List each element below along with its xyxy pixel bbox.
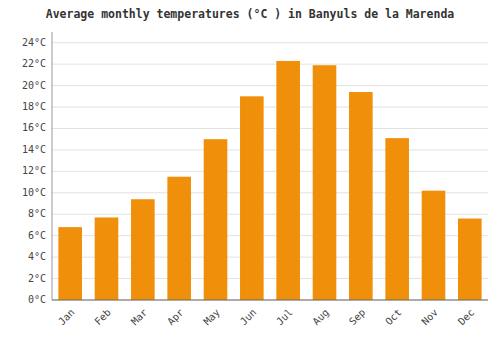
y-tick-label: 18°C [22, 101, 46, 112]
bar [95, 217, 119, 300]
y-tick-label: 20°C [22, 80, 46, 91]
chart-svg: 0°C 2°C 4°C 6°C 8°C 10°C 12°C 14°C 16°C 18°C 20°C 2… [0, 0, 500, 350]
x-tick-label: Mar [129, 307, 150, 328]
x-tick-label: Jan [56, 307, 77, 328]
y-tick-label: 14°C [22, 144, 46, 155]
bar [240, 96, 264, 300]
x-tick-labels: Jan Feb Mar Apr May Jun Jul Aug Sep Oct Nov Dec [56, 307, 476, 328]
y-tick-label: 8°C [28, 208, 46, 219]
y-tick-label: 2°C [28, 273, 46, 284]
bar [276, 61, 300, 300]
y-tick-label: 6°C [28, 230, 46, 241]
x-tick-label: Jul [274, 307, 295, 328]
x-tick-label: Oct [383, 307, 404, 328]
y-tick-labels: 0°C 2°C 4°C 6°C 8°C 10°C 12°C 14°C 16°C 18°C 20°C 2… [22, 37, 46, 305]
x-tick-label: May [201, 307, 222, 328]
bar [422, 191, 446, 300]
y-tick-label: 22°C [22, 58, 46, 69]
grid-line [52, 42, 488, 43]
bars [58, 61, 481, 300]
y-tick-label: 4°C [28, 251, 46, 262]
bar [131, 199, 155, 300]
grid-line [52, 300, 488, 301]
chart-container: 0°C 2°C 4°C 6°C 8°C 10°C 12°C 14°C 16°C 18°C 20°C 2… [0, 0, 500, 350]
grid-line [52, 64, 488, 65]
grid-line [52, 128, 488, 129]
grid-line [52, 149, 488, 150]
x-tick-label: Jun [238, 307, 259, 328]
y-tick-label: 24°C [22, 37, 46, 48]
x-tick-label: Sep [347, 307, 368, 328]
x-tick-label: Apr [165, 307, 186, 328]
y-tick-label: 10°C [22, 187, 46, 198]
bar [58, 227, 82, 300]
grid-line [52, 171, 488, 172]
y-grid [52, 43, 488, 300]
x-tick-label: Feb [92, 307, 113, 328]
y-axis-line [52, 32, 53, 300]
bar [385, 138, 409, 300]
x-tick-label: Aug [310, 307, 331, 328]
bar [458, 219, 482, 300]
x-tick-label: Dec [456, 307, 477, 328]
y-tick-label: 12°C [22, 165, 46, 176]
bar [167, 177, 191, 300]
y-tick-label: 0°C [28, 294, 46, 305]
bar [313, 65, 337, 300]
bar [349, 92, 373, 300]
bar [204, 139, 228, 300]
x-axis-line [52, 300, 488, 301]
x-tick-label: Nov [419, 307, 440, 328]
grid-line [52, 107, 488, 108]
grid-line [52, 85, 488, 86]
chart-title: Average monthly temperatures (°C ) in Ba… [46, 7, 455, 21]
y-tick-label: 16°C [22, 122, 46, 133]
